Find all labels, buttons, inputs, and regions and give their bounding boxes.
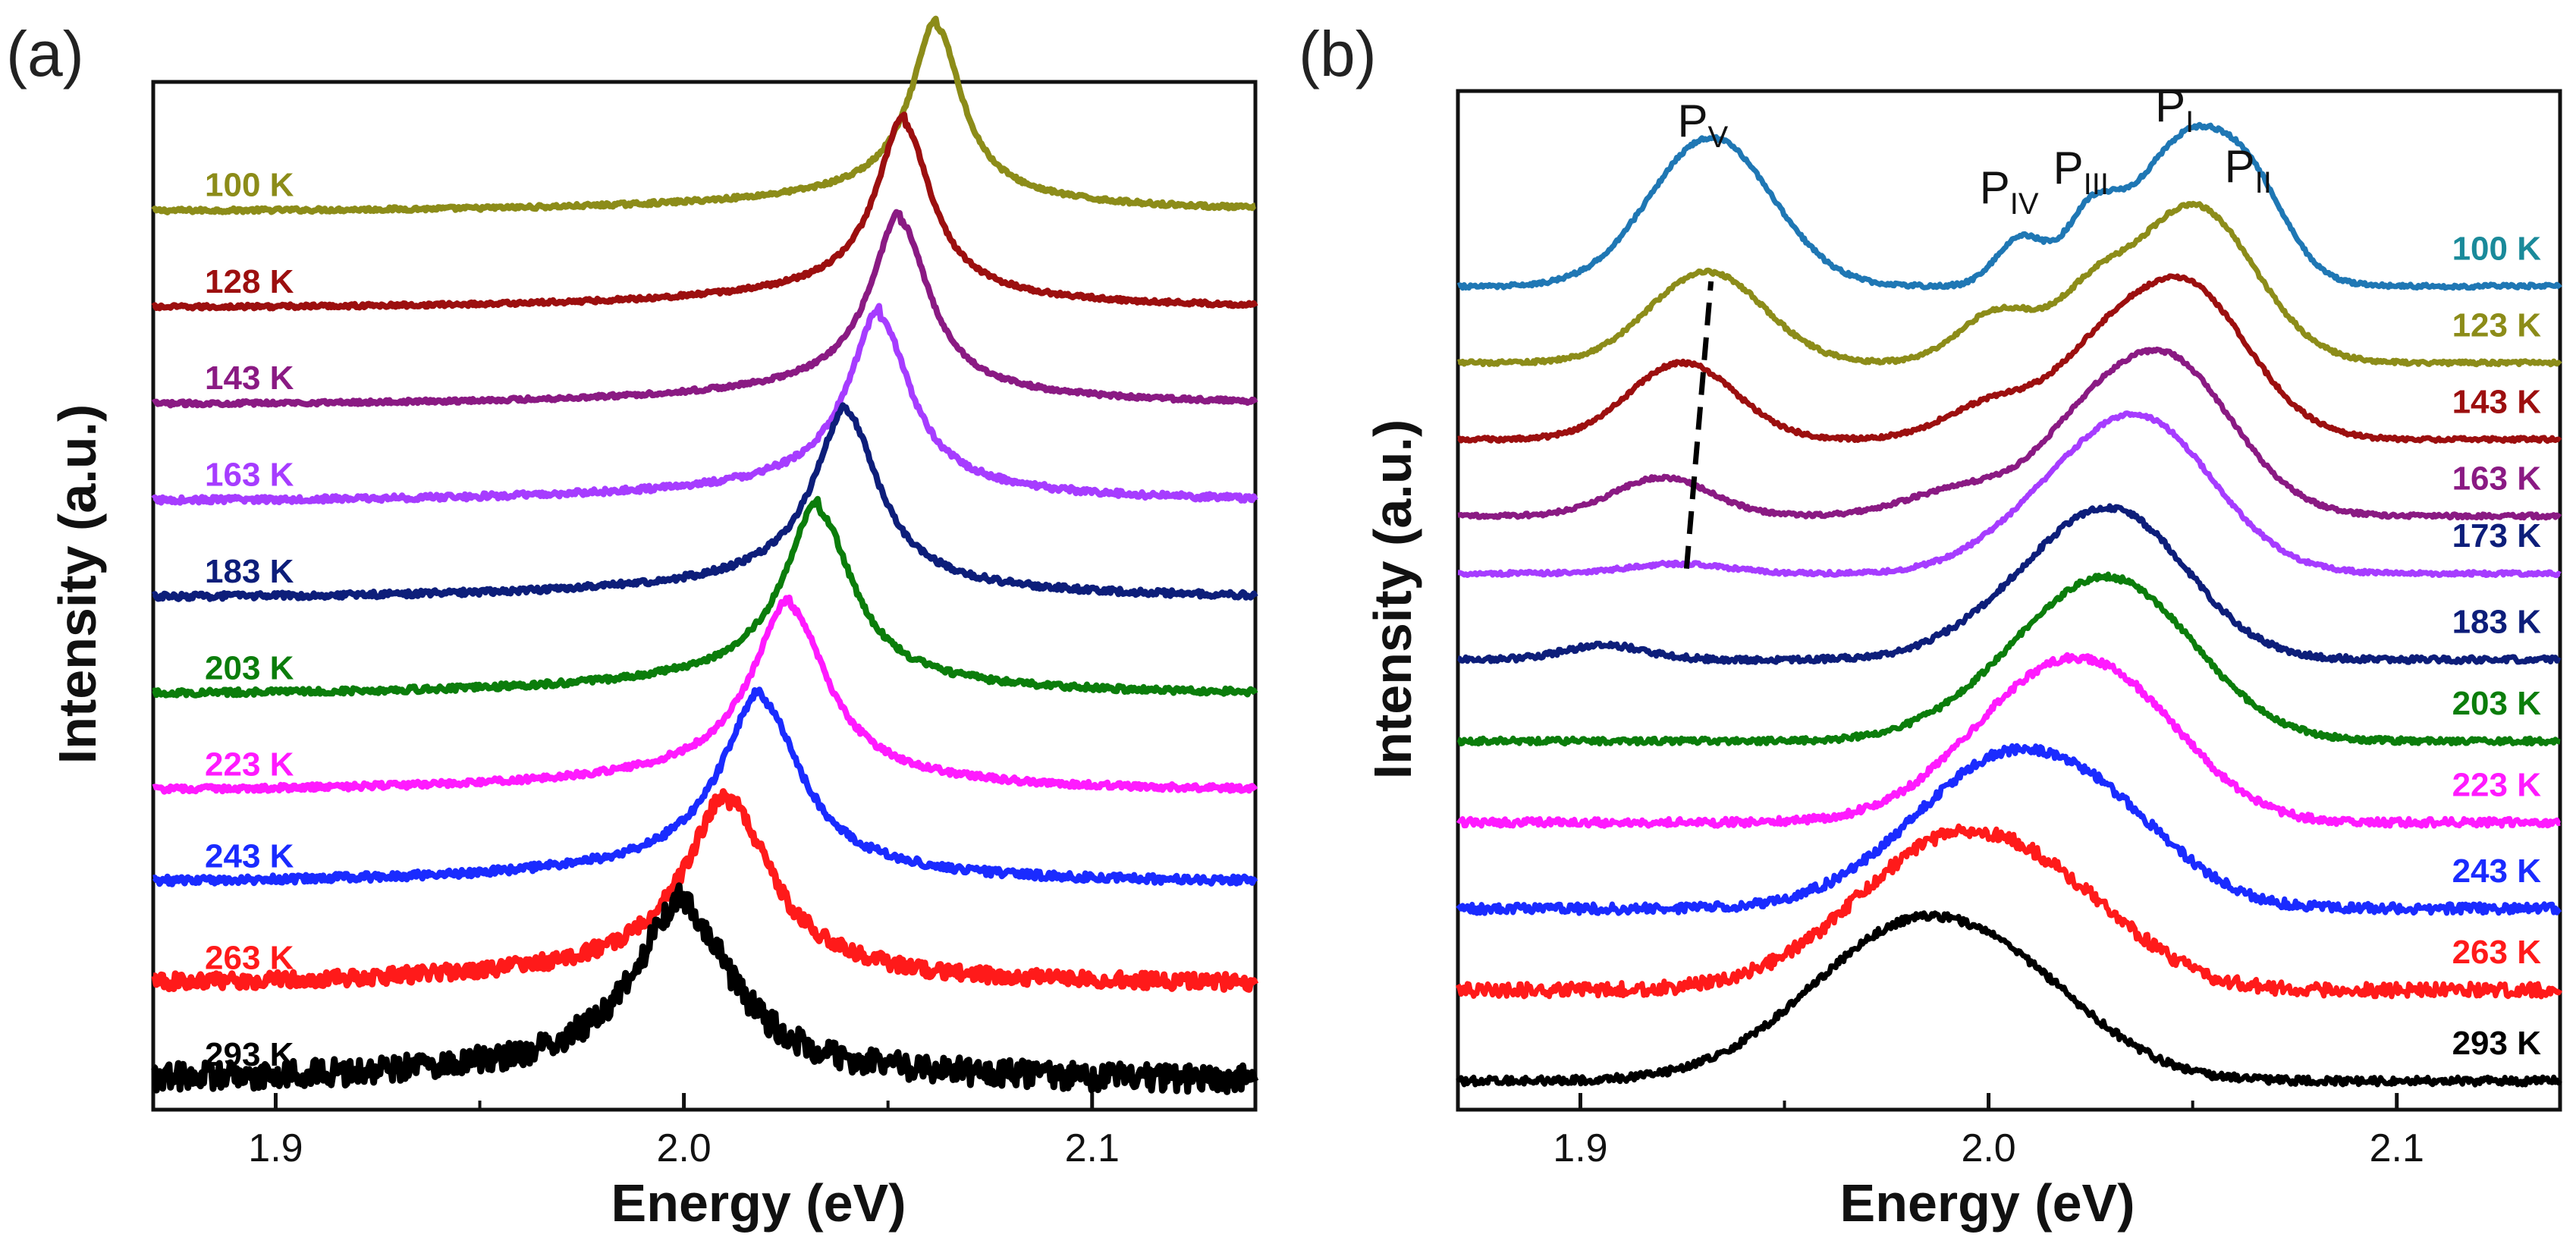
peak-label-p-iii-sub: III <box>2084 168 2109 201</box>
panel-b-ticks <box>1578 1093 2399 1110</box>
panel-b-series-293k <box>1456 910 2562 1088</box>
panel-b-temp-label-8: 243 K <box>2452 853 2542 890</box>
panel-b-ylabel: Intensity (a.u.) <box>1363 419 1422 779</box>
panel-b-series-203k <box>1456 571 2562 747</box>
panel-b-peak-shift-dashed-line <box>1683 281 1714 570</box>
panel-b-series-143k <box>1456 273 2562 444</box>
panel-a-temp-label-0: 100 K <box>205 166 294 203</box>
peak-label-p-iv-sub: IV <box>2010 187 2039 221</box>
panel-a-series-263k <box>151 788 1259 993</box>
panel-a-temperature-labels: 100 K 128 K 143 K 163 K 183 K 203 K 223 … <box>205 166 294 1073</box>
panel-b-series-100k <box>1456 121 2562 291</box>
panel-b-series-223k <box>1456 652 2562 829</box>
panel-b-frame <box>1456 89 2562 1112</box>
panel-a-xlabel: Energy (eV) <box>611 1173 906 1233</box>
peak-label-p-i-main: P <box>2155 80 2185 131</box>
panel-a-series-203k <box>152 495 1258 699</box>
panel-b-temp-label-6: 203 K <box>2452 685 2542 722</box>
panel-a: (a) Energy (eV) Intensity (a.u.) 1.9 2.0… <box>6 15 1259 1233</box>
panel-a-temp-label-6: 223 K <box>205 746 294 784</box>
panel-b-series <box>1455 121 2563 1088</box>
panel-a-temp-label-2: 143 K <box>205 360 294 397</box>
panel-b-series-163k <box>1456 346 2562 521</box>
peak-label-p-v: PV <box>1678 96 1729 154</box>
panel-b-temp-label-2: 143 K <box>2452 383 2542 420</box>
peak-label-p-ii-sub: II <box>2255 166 2272 199</box>
panel-b-xtick-label-1: 2.0 <box>1961 1126 2015 1170</box>
panel-a-xtick-label-1: 2.0 <box>656 1126 711 1170</box>
panel-b-temp-label-0: 100 K <box>2452 230 2542 267</box>
panel-b-series-263k <box>1455 823 2563 1000</box>
panel-b-temp-label-1: 123 K <box>2452 306 2542 344</box>
peak-label-p-iii: PIII <box>2053 143 2109 201</box>
panel-a-series-143k <box>151 209 1258 409</box>
panel-a-series-183k <box>151 402 1258 602</box>
panel-a-series-163k <box>151 303 1258 506</box>
panel-a-temp-label-5: 203 K <box>205 649 294 686</box>
panel-a-ticks <box>273 1093 1095 1110</box>
panel-b-series-183k <box>1456 503 2562 665</box>
peak-label-p-iv: PIV <box>1980 162 2039 221</box>
panel-a-xtick-label-2: 2.1 <box>1065 1126 1120 1170</box>
panel-a-series-128k <box>151 111 1258 312</box>
peak-label-p-v-main: P <box>1678 96 1708 146</box>
panel-b-temp-label-4: 173 K <box>2452 517 2542 554</box>
panel-a-temp-label-8: 263 K <box>205 939 294 976</box>
peak-label-p-ii: PII <box>2225 141 2272 199</box>
panel-b-label: (b) <box>1299 18 1377 90</box>
panel-a-series <box>151 15 1259 1095</box>
panel-a-temp-label-1: 128 K <box>205 263 294 300</box>
panel-a-ylabel: Intensity (a.u.) <box>48 404 107 764</box>
peak-label-p-v-sub: V <box>1708 121 1729 154</box>
panel-b-series-243k <box>1456 743 2562 916</box>
panel-a-series-293k <box>151 882 1259 1095</box>
panel-a-temp-label-4: 183 K <box>205 553 294 590</box>
panel-a-series-100k <box>151 15 1257 215</box>
panel-b-peak-labels: PV PIV PIII PI PII <box>1678 80 2272 221</box>
panel-b-temp-label-10: 293 K <box>2452 1025 2542 1062</box>
peak-label-p-iv-main: P <box>1980 162 2010 213</box>
panel-b-temp-label-7: 223 K <box>2452 766 2542 803</box>
panel-a-series-243k <box>152 686 1258 887</box>
peak-label-p-i: PI <box>2155 80 2194 139</box>
panel-b-xtick-label-0: 1.9 <box>1553 1126 1607 1170</box>
panel-b-series-173k <box>1456 410 2562 579</box>
panel-b-temp-label-3: 163 K <box>2452 460 2542 497</box>
panel-b-tick-labels: 1.9 2.0 2.1 <box>1553 1126 2424 1170</box>
panel-a-temp-label-7: 243 K <box>205 838 294 875</box>
panel-a-series-223k <box>152 594 1258 795</box>
panel-a-temp-label-3: 163 K <box>205 457 294 494</box>
panel-b-xlabel: Energy (eV) <box>1840 1173 2135 1233</box>
panel-a-label: (a) <box>6 18 84 90</box>
panel-b: (b) Energy (eV) Intensity (a.u.) 1.9 2.0… <box>1299 18 2563 1233</box>
panel-a-temp-label-9: 293 K <box>205 1036 294 1073</box>
panel-b-xtick-label-2: 2.1 <box>2370 1126 2424 1170</box>
panel-b-temperature-labels: 100 K 123 K 143 K 163 K 173 K 183 K 203 … <box>2452 230 2542 1062</box>
peak-label-p-i-sub: I <box>2185 105 2194 139</box>
peak-label-p-ii-main: P <box>2225 141 2255 192</box>
peak-label-p-iii-main: P <box>2053 143 2084 193</box>
panel-b-temp-label-5: 183 K <box>2452 604 2542 641</box>
panel-b-temp-label-9: 263 K <box>2452 934 2542 971</box>
panel-b-series-123k <box>1456 200 2562 368</box>
panel-a-tick-labels: 1.9 2.0 2.1 <box>248 1126 1120 1170</box>
panel-a-xtick-label-0: 1.9 <box>248 1126 303 1170</box>
